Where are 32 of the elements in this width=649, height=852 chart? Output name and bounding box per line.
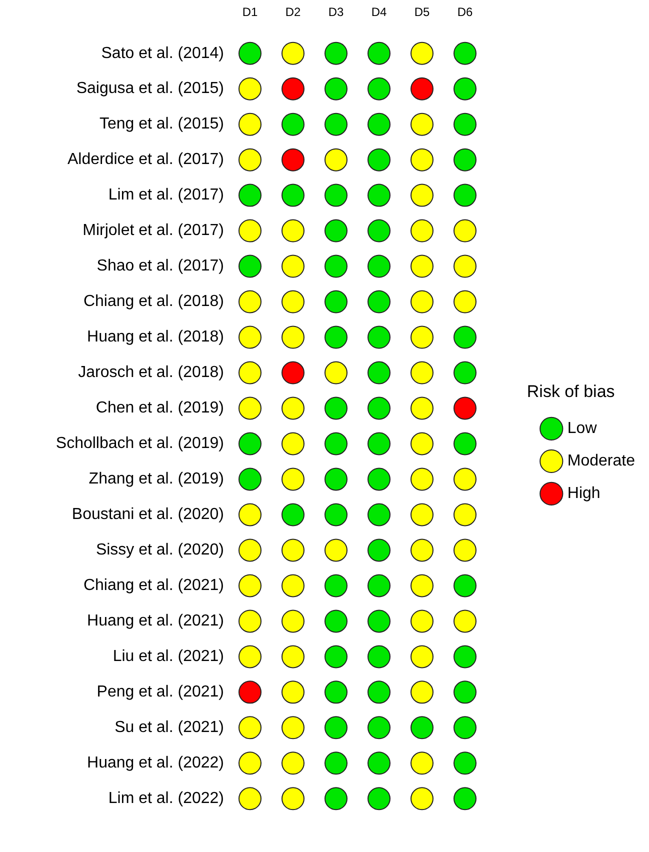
- y-tick-label: Huang et al. (2018): [87, 328, 224, 346]
- legend-label: High: [567, 485, 600, 502]
- y-tick-label: Su et al. (2021): [114, 719, 224, 736]
- y-tick-label: Alderdice et al. (2017): [67, 151, 224, 168]
- text: D4: [371, 4, 387, 19]
- y-tick-label: Huang et al. (2022): [87, 754, 224, 772]
- y-tick-label: Liu et al. (2021): [112, 648, 224, 666]
- y-tick-label: Zhang et al. (2019): [88, 470, 224, 488]
- y-tick-label: Peng et al. (2021): [96, 684, 224, 701]
- y-tick-label: Schollbach et al. (2019): [56, 435, 224, 452]
- legend-title: Risk of bias: [526, 382, 615, 401]
- y-tick-label: Huang et al. (2021): [87, 612, 224, 630]
- legend-label: Low: [567, 420, 598, 438]
- y-tick-label: Sissy et al. (2020): [96, 542, 224, 559]
- y-tick-label: Shao et al. (2017): [96, 258, 224, 275]
- text: D5: [414, 4, 430, 19]
- text: D2: [285, 4, 301, 19]
- y-tick-label: Chiang et al. (2021): [83, 577, 224, 594]
- y-tick-label: Sato et al. (2014): [101, 44, 224, 62]
- y-tick-label: Chen et al. (2019): [96, 400, 224, 417]
- y-tick-label: Lim et al. (2022): [108, 790, 224, 808]
- y-tick-label: Mirjolet et al. (2017): [82, 222, 224, 240]
- y-tick-label: Saigusa et al. (2015): [76, 80, 224, 98]
- text: D6: [457, 4, 473, 19]
- legend-label: Moderate: [567, 452, 636, 470]
- y-tick-label: Lim et al. (2017): [108, 186, 224, 204]
- text: D1: [242, 4, 258, 19]
- y-tick-label: Jarosch et al. (2018): [78, 364, 224, 382]
- y-tick-label: Boustani et al. (2020): [72, 506, 224, 524]
- y-tick-label: Chiang et al. (2018): [83, 293, 224, 310]
- text: D3: [328, 4, 344, 19]
- y-tick-label: Teng et al. (2015): [99, 116, 224, 133]
